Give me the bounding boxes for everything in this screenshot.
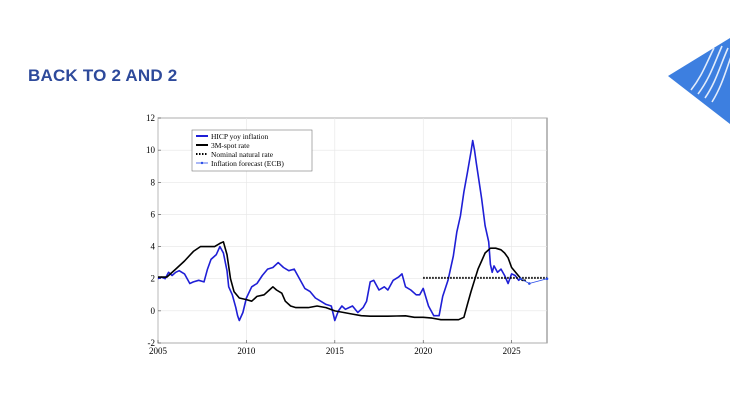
legend-label-rate: 3M-spot rate [211,141,250,150]
y-tick-label: 10 [146,145,156,155]
y-tick-label: 2 [151,274,156,284]
forecast-point [519,277,522,281]
forecast-point [528,282,531,285]
series-lines [157,139,549,322]
forecast-point [545,277,549,281]
y-axis: -2 0 2 4 6 8 10 12 [146,113,161,348]
y-tick-label: 6 [151,209,156,219]
legend: HICP yoy inflation 3M-spot rate Nominal … [191,129,313,172]
y-tick-label: 8 [151,177,156,187]
y-tick-label: 0 [151,306,156,316]
legend-marker-forecast [200,161,204,165]
rate-line [158,241,526,321]
x-tick-label: 2015 [326,346,345,356]
y-tick-label: 12 [146,113,155,123]
x-tick-label: 2025 [503,346,522,356]
y-tick-label: 4 [151,242,156,252]
legend-label-natural: Nominal natural rate [211,150,274,159]
y-tick-label: -2 [148,338,156,348]
hicp-line [157,139,522,322]
x-axis: 2005 2010 2015 2020 2025 [149,340,521,356]
x-tick-label: 2005 [149,346,168,356]
legend-label-hicp: HICP yoy inflation [211,132,268,141]
logo-icon [668,38,730,124]
legend-box [191,129,313,172]
gridlines [157,117,547,344]
slide-title: BACK TO 2 AND 2 [28,66,178,85]
x-tick-label: 2010 [237,346,256,356]
x-tick-label: 2020 [414,346,433,356]
inflation-chart: -2 0 2 4 6 8 10 12 2005 2010 2015 2020 2025 HICP yo… [146,113,549,356]
legend-label-forecast: Inflation forecast (ECB) [211,159,284,168]
